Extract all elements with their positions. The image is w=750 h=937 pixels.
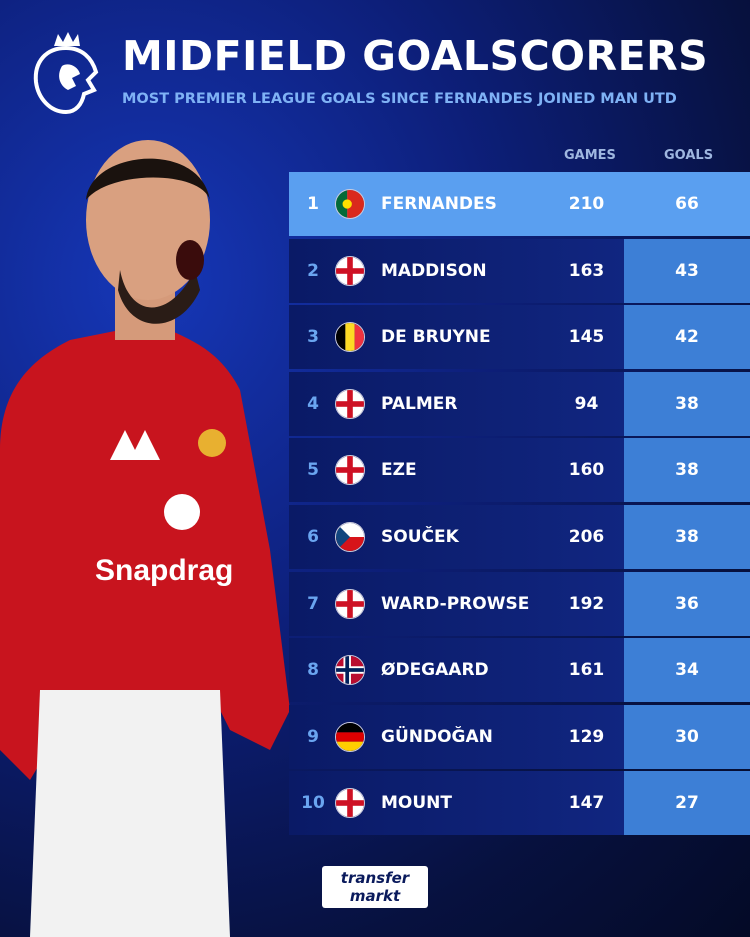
rank: 1: [307, 194, 319, 214]
england-flag-icon: [335, 388, 365, 419]
england-flag-icon: [335, 788, 365, 819]
rank: 3: [307, 327, 319, 348]
games-value: 161: [568, 660, 605, 681]
goals-value: 27: [675, 793, 699, 814]
goals-value: 30: [675, 726, 699, 747]
games-value: 210: [568, 194, 605, 214]
goals-cell-bg: [624, 371, 750, 436]
column-header-goals: GOALS: [664, 148, 714, 163]
svg-text:Snapdrag: Snapdrag: [95, 554, 233, 587]
goals-value: 43: [675, 260, 699, 281]
player-name: WARD-PROWSE: [381, 593, 530, 614]
player-name: ØDEGAARD: [381, 660, 489, 681]
rank: 10: [301, 793, 325, 814]
games-value: 145: [568, 327, 605, 348]
goals-cell-bg: [624, 238, 750, 303]
rank: 7: [307, 593, 319, 614]
table-row: 9 GÜNDOĞAN 129 30: [289, 704, 750, 769]
games-value: 160: [568, 460, 605, 481]
player-name: MOUNT: [381, 793, 452, 814]
premier-league-logo: [33, 32, 99, 114]
page-subtitle: MOST PREMIER LEAGUE GOALS SINCE FERNANDE…: [122, 91, 677, 107]
table-row: 10 MOUNT 147 27: [289, 771, 750, 836]
brand-line1: transfer: [340, 869, 410, 887]
rank: 2: [307, 260, 319, 281]
page-title: MIDFIELD GOALSCORERS: [122, 32, 709, 80]
player-name: PALMER: [381, 393, 458, 414]
player-name: SOUČEK: [381, 527, 459, 547]
brand-line2: markt: [349, 887, 401, 905]
rank: 8: [307, 660, 319, 681]
table-row: 6 SOUČEK 206 38: [289, 505, 750, 569]
norway-flag-icon: [335, 655, 365, 686]
player-name: FERNANDES: [381, 194, 497, 214]
england-flag-icon: [335, 455, 365, 486]
goals-value: 38: [675, 527, 699, 547]
table-row: 5 EZE 160 38: [289, 438, 750, 503]
table-row: 7 WARD-PROWSE 192 36: [289, 571, 750, 636]
column-header-games: GAMES: [564, 148, 616, 163]
england-flag-icon: [335, 255, 365, 286]
goals-cell-bg: [624, 571, 750, 636]
goals-cell-bg: [624, 704, 750, 769]
goals-cell-bg: [624, 438, 750, 503]
goals-value: 38: [675, 393, 699, 414]
portugal-flag-icon: [335, 189, 365, 219]
rank: 6: [307, 527, 319, 547]
rank: 9: [307, 726, 319, 747]
table-row: 1 FERNANDES 210 66: [289, 172, 750, 236]
goals-cell-bg: [624, 305, 750, 370]
germany-flag-icon: [335, 721, 365, 752]
player-name: DE BRUYNE: [381, 327, 491, 348]
table-row: 3 DE BRUYNE 145 42: [289, 305, 750, 370]
games-value: 147: [568, 793, 605, 814]
goals-value: 34: [675, 660, 699, 681]
goals-value: 66: [675, 194, 699, 214]
games-value: 129: [568, 726, 605, 747]
table-row: 2 MADDISON 163 43: [289, 238, 750, 303]
player-name: EZE: [381, 460, 417, 481]
table-row: 4 PALMER 94 38: [289, 371, 750, 436]
player-photo: Snapdrag: [0, 140, 290, 937]
england-flag-icon: [335, 588, 365, 619]
rank: 5: [307, 460, 319, 481]
rank: 4: [307, 393, 319, 414]
goals-value: 38: [675, 460, 699, 481]
czechia-flag-icon: [335, 522, 365, 552]
transfermarkt-logo: transfer markt: [322, 866, 428, 908]
goals-cell-bg: [624, 771, 750, 836]
table-row: 8 ØDEGAARD 161 34: [289, 638, 750, 703]
belgium-flag-icon: [335, 322, 365, 353]
games-value: 206: [568, 527, 605, 547]
games-value: 192: [568, 593, 605, 614]
goals-value: 42: [675, 327, 699, 348]
games-value: 163: [568, 260, 605, 281]
player-name: MADDISON: [381, 260, 487, 281]
player-name: GÜNDOĞAN: [381, 726, 493, 747]
goals-value: 36: [675, 593, 699, 614]
games-value: 94: [574, 393, 599, 414]
goals-cell-bg: [624, 638, 750, 703]
goals-cell-bg: [624, 505, 750, 569]
